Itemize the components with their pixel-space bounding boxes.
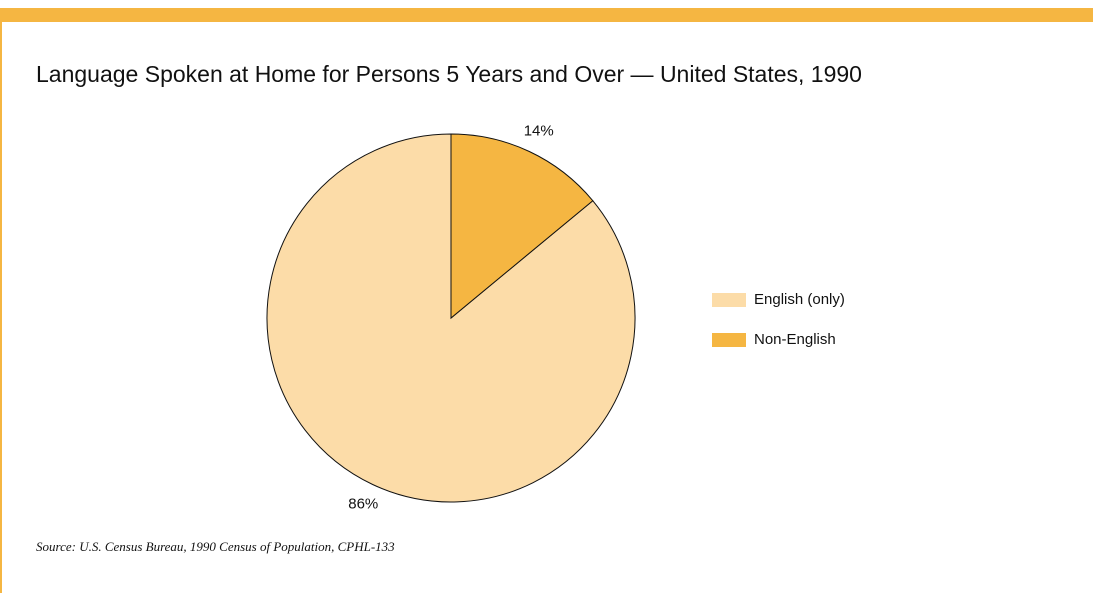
legend-swatch [712, 333, 746, 347]
legend-swatch [712, 293, 746, 307]
left-border [0, 8, 2, 593]
slice-label: 14% [524, 123, 554, 140]
source-note: Source: U.S. Census Bureau, 1990 Census … [36, 539, 395, 554]
top-band [0, 8, 1093, 22]
legend-label: English (only) [754, 291, 845, 308]
pie-slice [450, 133, 594, 320]
slice-label: 86% [348, 495, 378, 512]
legend-label: Non-English [754, 331, 836, 348]
chart-title: Language Spoken at Home for Persons 5 Ye… [36, 61, 862, 87]
